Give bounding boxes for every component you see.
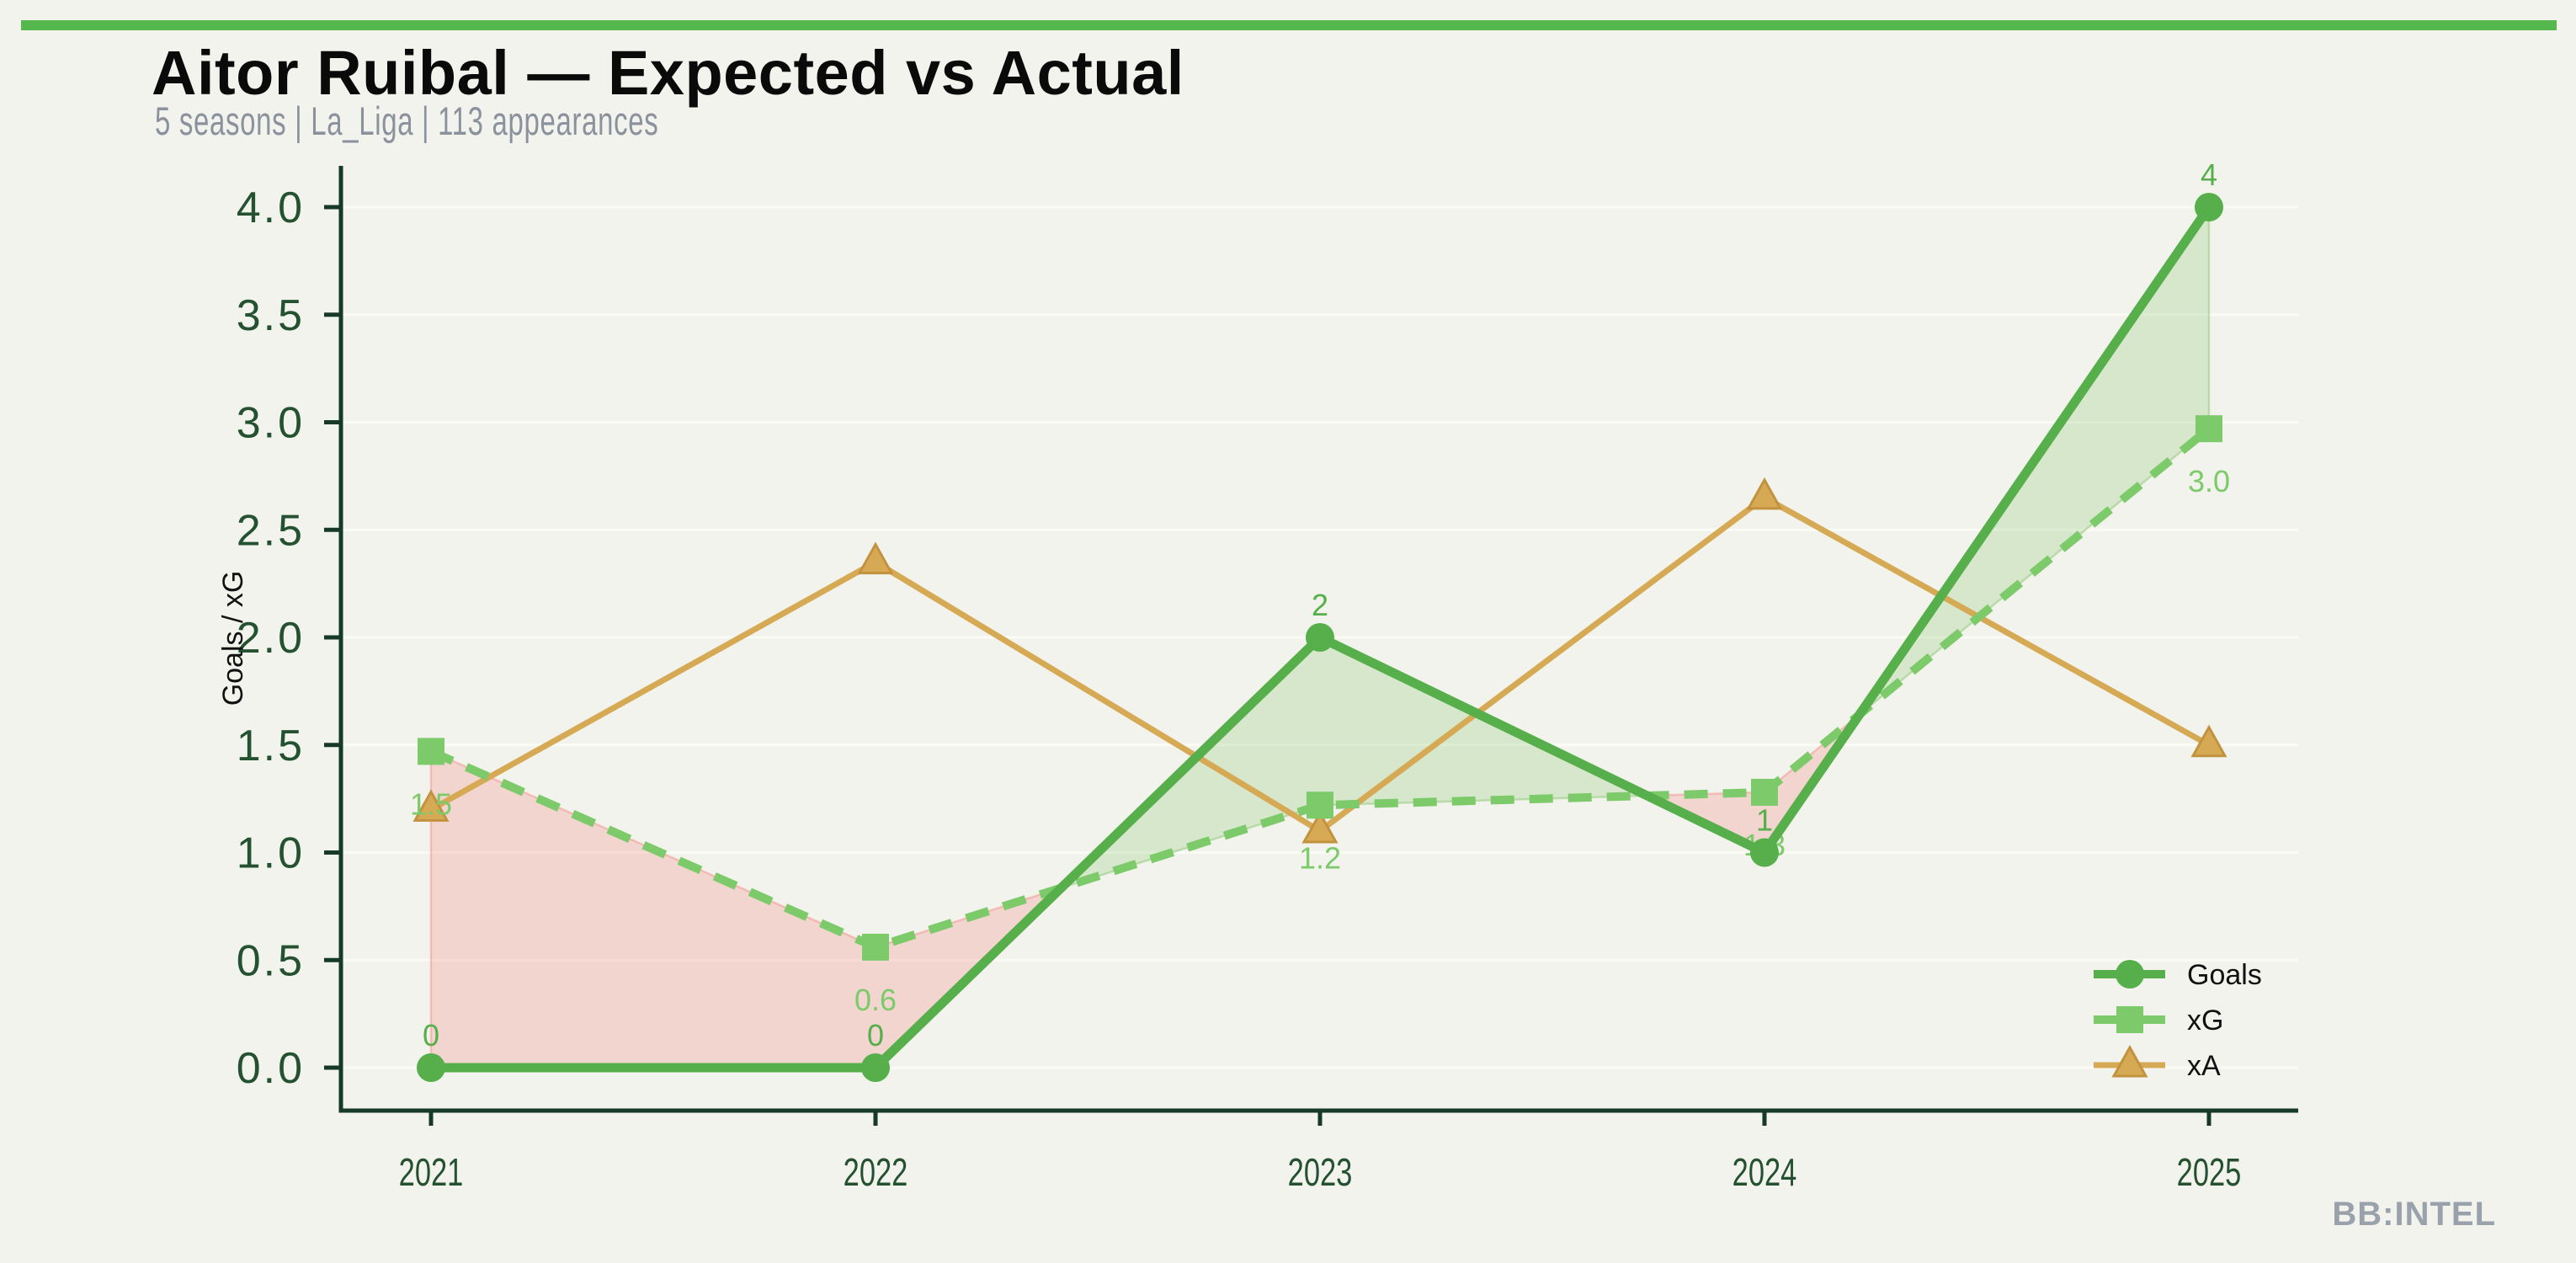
xg-point-label: 1.5 — [410, 786, 452, 821]
page-title: Aitor Ruibal — Expected vs Actual — [152, 38, 1184, 108]
series-xa — [412, 477, 2227, 844]
y-tick-label: 4.0 — [237, 184, 305, 232]
xg-point-label: 0.6 — [854, 983, 897, 1017]
x-tick-label: 2024 — [1732, 1150, 1797, 1194]
goals-marker — [2195, 193, 2223, 221]
y-tick-label: 1.0 — [237, 829, 305, 878]
x-tick-label: 2025 — [2177, 1150, 2242, 1194]
xa-marker — [1301, 810, 1339, 844]
legend-xa-marker-icon — [2111, 1044, 2148, 1078]
y-tick-label: 2.0 — [237, 614, 305, 663]
y-tick-label: 0.0 — [237, 1044, 305, 1093]
x-tick-label: 2023 — [1288, 1150, 1353, 1194]
goals-marker — [1306, 623, 1334, 652]
legend: Goals xG xA — [2094, 959, 2262, 1082]
brand-watermark: BB:INTEL — [2332, 1196, 2496, 1233]
goals-marker — [1750, 838, 1779, 867]
xg-marker — [2195, 415, 2222, 443]
y-tick-label: 0.5 — [237, 936, 305, 985]
xg-marker — [1751, 778, 1778, 806]
goals-marker — [861, 1053, 890, 1082]
goals-marker — [417, 1053, 445, 1082]
fill-region-underperform — [429, 749, 1062, 1069]
legend-item-xa: xA — [2094, 1044, 2221, 1082]
goals-point-label: 1 — [1756, 803, 1773, 838]
page-subtitle: 5 seasons | La_Liga | 113 appearances — [155, 99, 659, 143]
xa-marker — [857, 541, 894, 575]
y-tick-label: 2.5 — [237, 506, 305, 555]
xa-marker — [412, 789, 450, 822]
legend-goals-marker-icon — [2116, 960, 2144, 989]
accent-bar — [21, 20, 2557, 30]
y-tick-label: 1.5 — [237, 722, 305, 770]
goals-point-label: 4 — [2201, 157, 2217, 192]
legend-item-xg: xG — [2094, 1005, 2223, 1037]
xg-point-label: 1.2 — [1299, 840, 1341, 875]
legend-goals-label: Goals — [2187, 959, 2262, 991]
goals-point-label: 2 — [1312, 588, 1328, 622]
y-tick-label: 3.0 — [237, 399, 305, 448]
axis-spine — [338, 166, 2298, 1113]
y-axis-title: Goals / xG — [217, 571, 249, 706]
fill-region-overperform — [1060, 636, 1648, 889]
legend-xa-label: xA — [2187, 1050, 2221, 1082]
series-goals: 0 0 2 1 4 — [417, 157, 2223, 1082]
legend-item-goals: Goals — [2094, 959, 2262, 991]
xa-marker — [2190, 724, 2227, 758]
xg-marker — [862, 933, 889, 961]
x-tick-label: 2021 — [399, 1150, 464, 1194]
xa-marker — [1746, 477, 1783, 510]
goals-point-label: 0 — [423, 1018, 439, 1052]
legend-xg-marker-icon — [2116, 1006, 2143, 1033]
legend-xg-label: xG — [2187, 1005, 2223, 1037]
xg-marker — [418, 738, 444, 765]
xg-point-label: 3.0 — [2188, 464, 2230, 498]
x-tick-label: 2022 — [844, 1150, 908, 1194]
goals-point-label: 0 — [867, 1018, 884, 1052]
xg-marker — [1307, 791, 1333, 819]
y-tick-label: 3.5 — [237, 291, 305, 340]
